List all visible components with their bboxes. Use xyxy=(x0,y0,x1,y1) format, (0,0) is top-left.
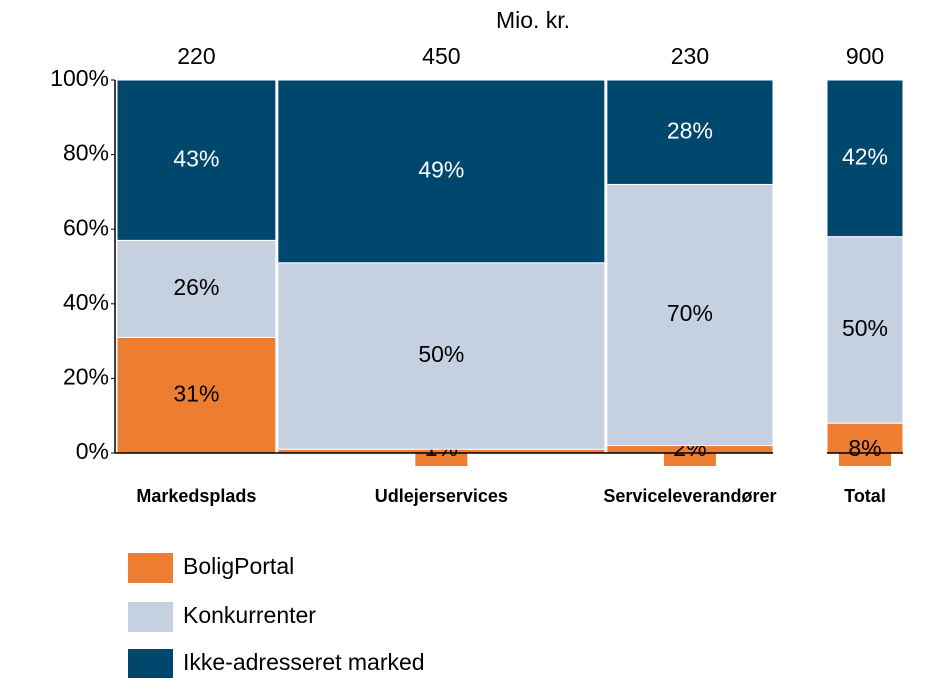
value-label: 49% xyxy=(418,156,464,182)
x-tick-label: Serviceleverandører xyxy=(603,486,776,506)
y-tick-label: 60% xyxy=(63,214,109,240)
segment xyxy=(277,262,606,450)
label-box xyxy=(839,432,891,466)
y-tick-label: 20% xyxy=(63,363,109,389)
segment xyxy=(606,183,774,447)
x-tick-label: Udlejerservices xyxy=(375,486,508,506)
segment xyxy=(116,239,277,338)
segment xyxy=(116,79,277,241)
value-label: 28% xyxy=(667,117,713,143)
segment xyxy=(277,79,606,264)
legend-swatch xyxy=(128,602,173,632)
value-label: 50% xyxy=(842,315,888,341)
value-label: 31% xyxy=(173,380,219,406)
segment xyxy=(606,79,774,185)
y-tick-label: 0% xyxy=(76,438,109,464)
width-label: 220 xyxy=(177,43,215,69)
value-label: 70% xyxy=(667,300,713,326)
value-label: 8% xyxy=(848,435,881,461)
value-label: 50% xyxy=(418,341,464,367)
width-label: 230 xyxy=(671,43,709,69)
y-tick-label: 100% xyxy=(50,65,109,91)
width-axis-label: Mio. kr. xyxy=(496,7,570,33)
y-tick-label: 80% xyxy=(63,140,109,166)
legend-swatch xyxy=(128,553,173,583)
value-label: 26% xyxy=(173,274,219,300)
width-label: 900 xyxy=(846,43,884,69)
segment xyxy=(826,79,904,238)
legend-label: Ikke-adresseret marked xyxy=(183,649,425,675)
legend-swatch xyxy=(128,649,173,678)
value-label: 43% xyxy=(173,145,219,171)
legend-label: BoligPortal xyxy=(183,553,294,579)
value-label: 42% xyxy=(842,143,888,169)
y-tick-label: 40% xyxy=(63,289,109,315)
x-tick-label: Total xyxy=(844,486,886,506)
segment xyxy=(826,236,904,424)
width-label: 450 xyxy=(422,43,460,69)
x-tick-label: Markedsplads xyxy=(136,486,256,506)
legend-label: Konkurrenter xyxy=(183,602,316,628)
